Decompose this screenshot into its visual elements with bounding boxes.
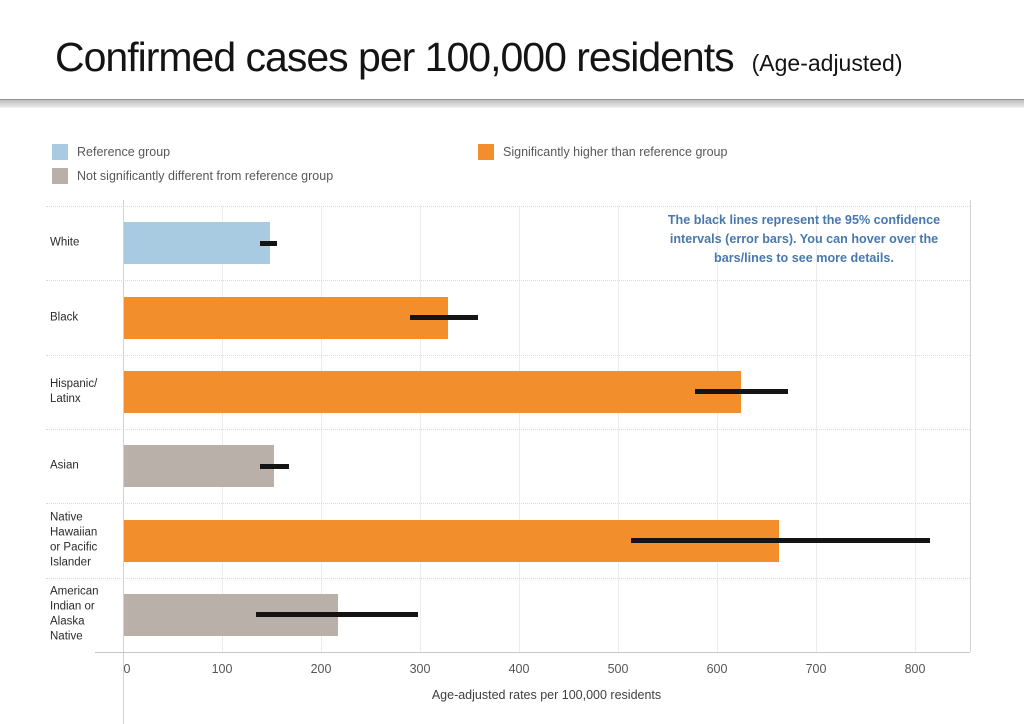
row-separator: [46, 354, 970, 356]
legend-label: Significantly higher than reference grou…: [503, 145, 728, 159]
x-tick-label-600: 600: [706, 662, 728, 676]
x-tick-label-500: 500: [607, 662, 629, 676]
row-separator: [46, 429, 970, 430]
y-axis-line: [123, 200, 124, 724]
x-tick-label-100: 100: [211, 662, 233, 676]
legend-swatch-reference: [52, 144, 68, 160]
x-axis-baseline: [95, 652, 970, 653]
plot-right-border: [970, 200, 971, 652]
legend-label: Reference group: [77, 145, 171, 159]
error-bar-american-indian-or-alaska-native[interactable]: [255, 612, 419, 618]
title-row: Confirmed cases per 100,000 residents (A…: [55, 34, 902, 81]
x-tick-label-700: 700: [805, 662, 827, 676]
error-bar-native-hawaiian-or-pacific-islander[interactable]: [630, 538, 930, 543]
x-tick-label-200: 200: [310, 662, 332, 676]
legend-item-not-significant[interactable]: Not significantly different from referen…: [52, 168, 333, 184]
category-label-native-hawaiian-or-pacific-islander: Native Hawaiian or Pacific Islander: [50, 511, 98, 569]
bar-asian[interactable]: [124, 445, 275, 488]
category-label-black: Black: [50, 310, 79, 323]
error-bar-asian[interactable]: [259, 463, 290, 469]
page-title: Confirmed cases per 100,000 residents: [55, 34, 735, 80]
x-tick-label-800: 800: [904, 662, 926, 676]
x-tick-label-300: 300: [409, 662, 431, 676]
page-subtitle: (Age-adjusted): [751, 50, 903, 76]
bar-black[interactable]: [124, 296, 448, 339]
legend-swatch-significant: [478, 144, 494, 160]
legend-label: Not significantly different from referen…: [77, 169, 334, 183]
row-separator: [46, 280, 970, 282]
x-axis-title: Age-adjusted rates per 100,000 residents: [431, 688, 662, 702]
bar-white[interactable]: [124, 222, 270, 265]
legend-item-reference[interactable]: Reference group: [52, 144, 170, 160]
x-tick-label-400: 400: [508, 662, 530, 676]
error-bar-white[interactable]: [259, 240, 278, 246]
legend-swatch-not-significant: [52, 168, 68, 184]
row-separator: [46, 503, 970, 505]
x-tick-label-0: 0: [123, 662, 131, 676]
bar-hispanic-latinx[interactable]: [124, 370, 741, 413]
confidence-interval-annotation: The black lines represent the 95% confid…: [667, 213, 941, 266]
category-label-american-indian-or-alaska-native: American Indian or Alaska Native: [50, 585, 99, 643]
row-separator: [46, 206, 970, 207]
legend-item-significant[interactable]: Significantly higher than reference grou…: [478, 144, 727, 160]
error-bar-black[interactable]: [410, 315, 479, 320]
row-separator: [46, 577, 970, 579]
category-label-white: White: [50, 236, 80, 249]
title-divider: [0, 99, 1024, 108]
error-bar-hispanic-latinx[interactable]: [695, 389, 789, 395]
category-label-asian: Asian: [50, 459, 79, 472]
category-label-hispanic-latinx: Hispanic/ Latinx: [50, 377, 98, 405]
